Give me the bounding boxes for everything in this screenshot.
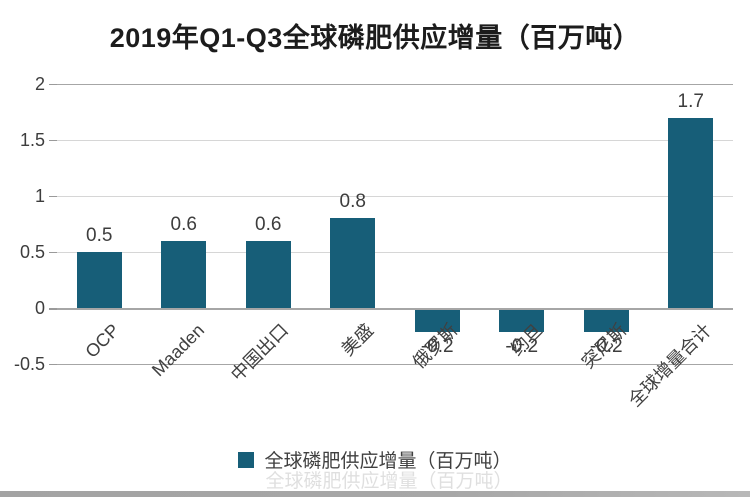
legend-swatch-icon: [238, 451, 255, 468]
y-axis-tick-label: 1: [34, 186, 45, 206]
legend-ghost-text: 全球磷肥供应增量（百万吨）: [265, 471, 513, 492]
legend-label: 全球磷肥供应增量（百万吨）: [264, 451, 512, 472]
bar-value-label: 1.7: [677, 90, 704, 112]
gridline-y-2: [57, 84, 733, 85]
bar-突尼斯: [583, 310, 629, 333]
bar-OCP: [76, 252, 122, 308]
y-axis-tick: [49, 140, 57, 141]
legend: 全球磷肥供应增量（百万吨）: [0, 446, 750, 473]
footer-divider-bar: [0, 491, 750, 497]
y-axis-tick: [49, 308, 57, 310]
gridline-y-1: [57, 196, 733, 197]
y-axis-tick: [49, 196, 57, 197]
chart-title: 2019年Q1-Q3全球磷肥供应增量（百万吨）: [109, 23, 641, 53]
y-axis-tick: [49, 84, 57, 85]
gridline-y--0.5: [57, 364, 733, 365]
bar-value-label: -0.2: [420, 336, 454, 358]
bar-全球增量合计: [668, 117, 714, 308]
bar-美盛: [330, 218, 376, 308]
bar-value-label: -0.2: [505, 336, 539, 358]
y-axis-tick-label: 2: [34, 74, 45, 94]
gridline-y-0: [57, 308, 733, 310]
y-axis-tick-label: 0: [34, 298, 45, 318]
bar-value-label: 0.5: [86, 225, 113, 246]
bar-value-label: 0.8: [339, 191, 366, 213]
y-axis-tick-label: -0.5: [13, 354, 45, 374]
bar-Maaden: [161, 240, 207, 308]
bar-value-label: -0.2: [589, 336, 623, 358]
gridline-y-1.5: [57, 140, 733, 141]
gridline-y-0.5: [57, 252, 733, 253]
bar-value-label: 0.6: [255, 213, 282, 235]
bar-value-label: 0.6: [170, 213, 197, 235]
y-axis-tick-label: 1.5: [19, 130, 45, 150]
y-axis-tick: [49, 364, 57, 365]
bar-俄罗斯: [414, 310, 460, 333]
bar-中国出口: [245, 240, 291, 308]
y-axis-tick-label: 0.5: [19, 242, 45, 262]
y-axis-tick: [49, 252, 57, 253]
bar-约旦: [499, 310, 545, 333]
